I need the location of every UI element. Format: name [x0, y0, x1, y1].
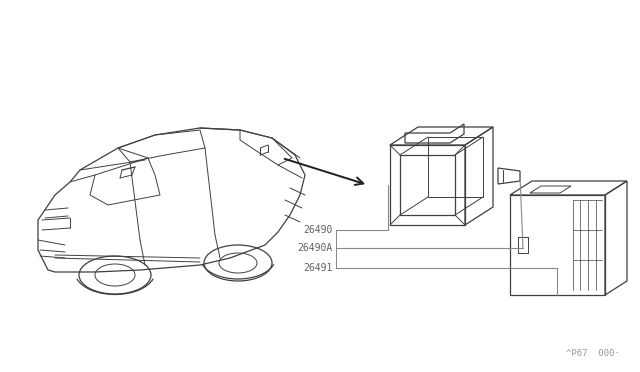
Text: ^P67  000·: ^P67 000· [566, 349, 620, 358]
Text: 26490: 26490 [303, 225, 333, 235]
Text: 26490A: 26490A [298, 243, 333, 253]
Text: 26491: 26491 [303, 263, 333, 273]
